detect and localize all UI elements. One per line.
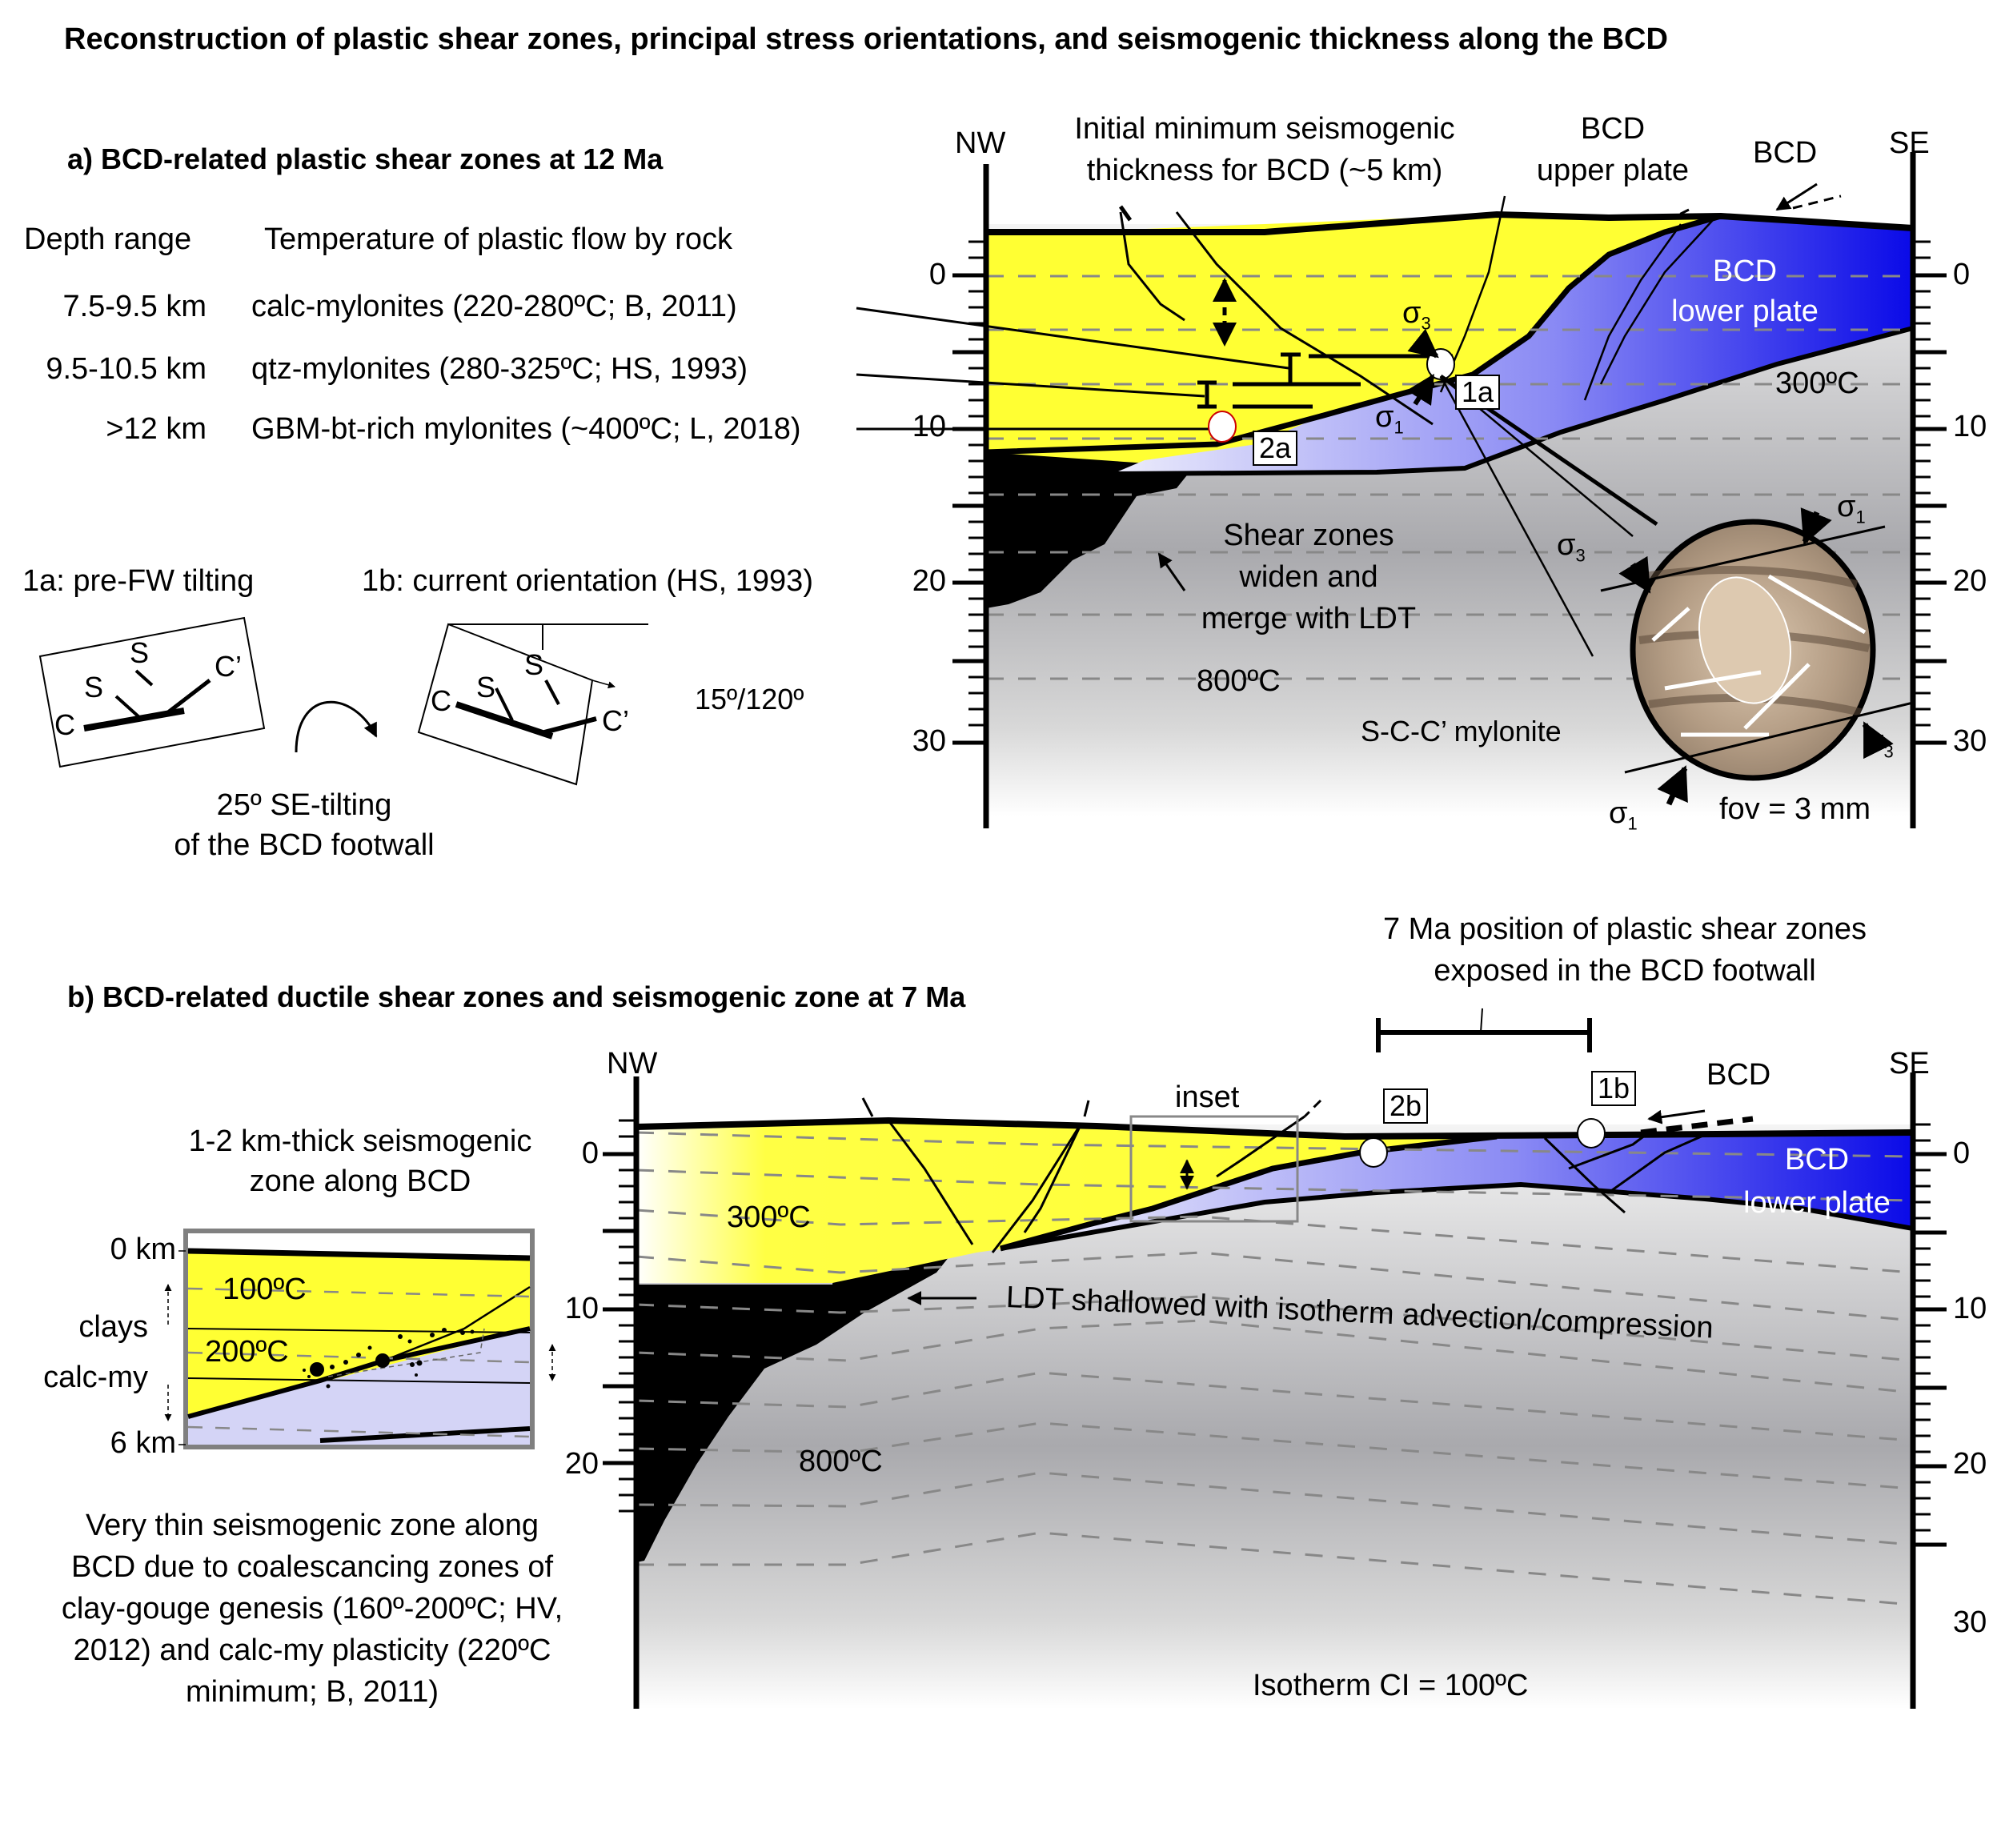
fabric-cprime-label: C’ xyxy=(602,704,629,737)
sigma1-label: σ1 xyxy=(1609,796,1638,834)
lower-plate-label-line1: BCD xyxy=(1784,1143,1850,1177)
rock-cell: qtz-mylonites (280-325ºC; HS, 1993) xyxy=(251,352,748,386)
panel-a-section xyxy=(856,152,1947,828)
fabric-s-label: S xyxy=(84,671,104,704)
inset-temp-200: 200ºC xyxy=(205,1335,289,1369)
upper-plate-label-line2: upper plate xyxy=(1536,154,1690,187)
inset-title-line1: 1-2 km-thick seismogenic xyxy=(188,1124,532,1158)
mylonite-photomicrograph xyxy=(1600,507,1914,806)
depth-tick-30: 30 xyxy=(912,724,946,758)
inset-bottom-depth: 6 km xyxy=(110,1426,176,1460)
table-header-depth: Depth range xyxy=(24,222,192,256)
fabric-s-label: S xyxy=(524,648,544,681)
inset-top-depth: 0 km xyxy=(110,1233,176,1266)
table-header-temperature: Temperature of plastic flow by rock xyxy=(264,222,733,256)
caption-line: minimum; B, 2011) xyxy=(185,1675,439,1709)
upper-plate-label-line1: BCD xyxy=(1580,112,1646,146)
se-label: SE xyxy=(1889,126,1930,160)
shear-note-line3: merge with LDT xyxy=(1201,602,1417,635)
depth-tick-10: 10 xyxy=(564,1292,599,1325)
position-note-line1: 7 Ma position of plastic shear zones xyxy=(1382,912,1867,946)
calc-my-label: calc-my xyxy=(43,1361,148,1394)
sigma3-label: σ3 xyxy=(1865,724,1894,762)
clays-label: clays xyxy=(78,1310,148,1344)
depth-cell: 7.5-9.5 km xyxy=(62,290,207,323)
site-2a-badge: 2a xyxy=(1253,431,1298,466)
figure-title: Reconstruction of plastic shear zones, p… xyxy=(64,22,1668,56)
tilt-caption-line2: of the BCD footwall xyxy=(174,828,435,862)
caption-line: Very thin seismogenic zone along xyxy=(85,1509,539,1542)
depth-tick-10: 10 xyxy=(912,410,946,443)
depth-tick-20: 20 xyxy=(912,564,946,598)
lower-plate-label-line2: lower plate xyxy=(1671,295,1819,328)
depth-tick-0: 0 xyxy=(581,1136,599,1170)
fabric-c-label: C xyxy=(54,708,75,741)
depth-tick-10: 10 xyxy=(1953,1292,1987,1325)
temp-800-label: 800ºC xyxy=(1197,664,1281,698)
rock-cell: calc-mylonites (220-280ºC; B, 2011) xyxy=(251,290,737,323)
depth-tick-30: 30 xyxy=(1953,1605,1987,1639)
mylonite-label: S-C-C’ mylonite xyxy=(1361,715,1562,748)
nw-label: NW xyxy=(955,126,1006,160)
sigma3-label: σ3 xyxy=(1402,296,1431,334)
sigma1-label: σ1 xyxy=(1837,490,1866,527)
site-2b-badge: 2b xyxy=(1383,1088,1429,1124)
sigma1-label: σ1 xyxy=(1375,400,1404,438)
rock-cell: GBM-bt-rich mylonites (~400ºC; L, 2018) xyxy=(251,412,801,446)
site-1a-badge: 1a xyxy=(1455,375,1501,410)
inset-title-line2: zone along BCD xyxy=(249,1165,471,1198)
depth-cell: >12 km xyxy=(106,412,207,446)
fabric-cprime-label: C’ xyxy=(215,650,242,683)
depth-tick-20: 20 xyxy=(1953,564,1987,598)
site-1b-badge: 1b xyxy=(1591,1071,1637,1106)
panel-a-heading: a) BCD-related plastic shear zones at 12… xyxy=(67,142,664,175)
nw-label: NW xyxy=(607,1047,658,1080)
depth-tick-30: 30 xyxy=(1953,724,1987,758)
caption-line: BCD due to coalescancing zones of xyxy=(70,1550,554,1584)
fabric-sketches xyxy=(38,616,648,786)
se-label: SE xyxy=(1889,1047,1930,1080)
depth-tick-0: 0 xyxy=(928,258,946,291)
inset-label: inset xyxy=(1175,1080,1240,1114)
panel-b-section xyxy=(603,1008,1947,1709)
isotherm-interval-label: Isotherm CI = 100ºC xyxy=(1253,1669,1529,1702)
seismogenic-note-line1: Initial minimum seismogenic xyxy=(1074,112,1455,146)
shear-note-line1: Shear zones xyxy=(1223,519,1394,552)
label-1a: 1a: pre-FW tilting xyxy=(22,564,255,598)
shear-note-line2: widen and xyxy=(1239,560,1378,594)
bcd-fault-label: BCD xyxy=(1753,136,1818,170)
depth-cell: 9.5-10.5 km xyxy=(46,352,207,386)
inset-temp-100: 100ºC xyxy=(223,1273,307,1306)
seismogenic-note-line2: thickness for BCD (~5 km) xyxy=(1086,154,1443,187)
depth-tick-20: 20 xyxy=(1953,1447,1987,1481)
panel-b-heading: b) BCD-related ductile shear zones and s… xyxy=(67,980,966,1013)
depth-tick-0: 0 xyxy=(1953,1136,1971,1170)
depth-tick-20: 20 xyxy=(564,1447,599,1481)
caption-line: clay-gouge genesis (160º-200ºC; HV, xyxy=(61,1592,563,1626)
temp-300-label: 300ºC xyxy=(1775,367,1859,400)
attitude-label: 15º/120º xyxy=(695,683,804,716)
fov-label: fov = 3 mm xyxy=(1719,792,1871,826)
depth-tick-10: 10 xyxy=(1953,410,1987,443)
lower-plate-label-line2: lower plate xyxy=(1743,1186,1891,1220)
label-1b: 1b: current orientation (HS, 1993) xyxy=(362,564,813,598)
tilt-caption-line1: 25º SE-tilting xyxy=(216,788,392,822)
caption-line: 2012) and calc-my plasticity (220ºC xyxy=(73,1634,551,1667)
temp-800-label: 800ºC xyxy=(799,1445,883,1478)
fabric-s-label: S xyxy=(476,671,496,704)
fabric-s-label: S xyxy=(130,636,150,669)
lower-plate-label-line1: BCD xyxy=(1712,255,1778,288)
temp-300-label: 300ºC xyxy=(727,1201,811,1234)
bcd-fault-label: BCD xyxy=(1706,1058,1771,1092)
sigma3-label: σ3 xyxy=(1557,528,1586,566)
seismogenic-inset xyxy=(164,1229,556,1449)
fabric-c-label: C xyxy=(431,684,451,717)
depth-tick-0: 0 xyxy=(1953,258,1971,291)
position-note-line2: exposed in the BCD footwall xyxy=(1434,954,1816,988)
